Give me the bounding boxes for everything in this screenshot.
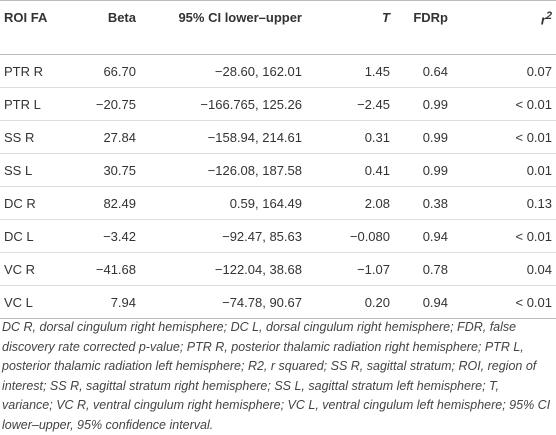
table-body: PTR R 66.70 −28.60, 162.01 1.45 0.64 0.07 PTR … (0, 54, 556, 319)
table-cell: 0.94 (394, 219, 452, 253)
table-cell: < 0.01 (452, 219, 556, 253)
table-cell: 0.59, 164.49 (140, 186, 306, 220)
table-cell: VC L (0, 285, 78, 319)
table-cell: PTR R (0, 54, 78, 88)
table-cell: 2.08 (306, 186, 394, 220)
table-row: SS L 30.75 −126.08, 187.58 0.41 0.99 0.01 (0, 153, 556, 187)
table-cell: 0.41 (306, 153, 394, 187)
table-cell: VC R (0, 252, 78, 286)
table-cell: −74.78, 90.67 (140, 285, 306, 319)
table-cell: 0.78 (394, 252, 452, 286)
table-cell: 0.20 (306, 285, 394, 319)
header-cell: Beta (78, 0, 140, 55)
header-row: ROI FA Beta 95% CI lower–upper T FDRp r2 (0, 0, 556, 55)
table-row: PTR L −20.75 −166.765, 125.26 −2.45 0.99 < 0.… (0, 87, 556, 121)
table-row: SS R 27.84 −158.94, 214.61 0.31 0.99 < 0.01 (0, 120, 556, 154)
table-cell: 0.04 (452, 252, 556, 286)
table-cell: DC L (0, 219, 78, 253)
table-cell: 0.07 (452, 54, 556, 88)
table-cell: −28.60, 162.01 (140, 54, 306, 88)
table-cell: −126.08, 187.58 (140, 153, 306, 187)
header-cell: r2 (452, 0, 556, 55)
table-cell: −122.04, 38.68 (140, 252, 306, 286)
table-cell: 0.64 (394, 54, 452, 88)
table-cell: −20.75 (78, 87, 140, 121)
table-cell: −92.47, 85.63 (140, 219, 306, 253)
table-cell: SS R (0, 120, 78, 154)
table-cell: 1.45 (306, 54, 394, 88)
table-cell: 27.84 (78, 120, 140, 154)
table-cell: −3.42 (78, 219, 140, 253)
table-cell: 0.13 (452, 186, 556, 220)
table-cell: −2.45 (306, 87, 394, 121)
header-cell: ROI FA (0, 0, 78, 55)
table-cell: 0.94 (394, 285, 452, 319)
table-cell: 0.99 (394, 153, 452, 187)
table-cell: 82.49 (78, 186, 140, 220)
table-cell: 0.99 (394, 120, 452, 154)
table-cell: SS L (0, 153, 78, 187)
table-cell: < 0.01 (452, 87, 556, 121)
results-table: ROI FA Beta 95% CI lower–upper T FDRp r2 PTR … (0, 0, 556, 319)
header-cell: T (306, 0, 394, 55)
footnote: DC R, dorsal cingulum right hemisphere; … (2, 320, 551, 432)
table-cell: 0.99 (394, 87, 452, 121)
table-cell: 66.70 (78, 54, 140, 88)
table-cell: PTR L (0, 87, 78, 121)
table-cell: 0.31 (306, 120, 394, 154)
table-cell: −0.080 (306, 219, 394, 253)
table-cell: −158.94, 214.61 (140, 120, 306, 154)
table-cell: DC R (0, 186, 78, 220)
table-row: DC R 82.49 0.59, 164.49 2.08 0.38 0.13 (0, 186, 556, 220)
table-cell: 7.94 (78, 285, 140, 319)
table-cell: 0.01 (452, 153, 556, 187)
header-cell: FDRp (394, 0, 452, 55)
table-cell: −166.765, 125.26 (140, 87, 306, 121)
table-cell: < 0.01 (452, 285, 556, 319)
table-cell: −41.68 (78, 252, 140, 286)
table-cell: 0.38 (394, 186, 452, 220)
table-row: VC R −41.68 −122.04, 38.68 −1.07 0.78 0.04 (0, 252, 556, 286)
table-cell: −1.07 (306, 252, 394, 286)
table-cell: 30.75 (78, 153, 140, 187)
table-row: VC L 7.94 −74.78, 90.67 0.20 0.94 < 0.01 (0, 285, 556, 319)
header-cell: 95% CI lower–upper (140, 0, 306, 55)
table-cell: < 0.01 (452, 120, 556, 154)
header-superscript: 2 (545, 10, 552, 22)
table-row: DC L −3.42 −92.47, 85.63 −0.080 0.94 < 0.01 (0, 219, 556, 253)
header-text: r (540, 12, 546, 28)
table-row: PTR R 66.70 −28.60, 162.01 1.45 0.64 0.07 (0, 54, 556, 88)
